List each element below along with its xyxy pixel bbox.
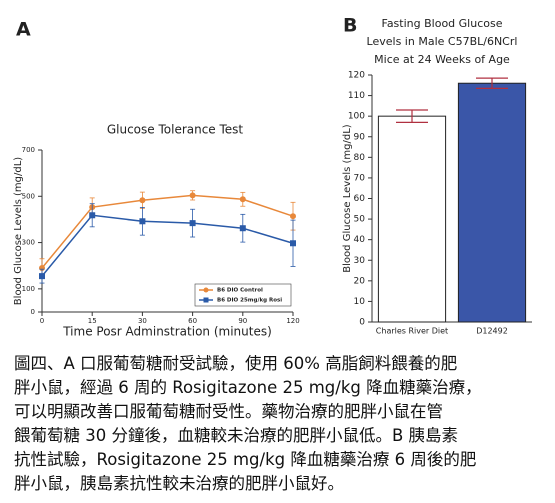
data-point: [139, 197, 146, 204]
bar: [377, 115, 447, 323]
y-tick-label: 20: [354, 276, 366, 286]
y-tick-label: 100: [22, 285, 35, 293]
legend-box: [194, 283, 292, 307]
data-point: [189, 192, 196, 199]
x-tick-label: 90: [238, 317, 247, 325]
y-tick-label: 100: [348, 112, 365, 122]
series-line: [41, 194, 294, 269]
y-tick-label: 110: [348, 91, 365, 101]
legend-marker: [203, 287, 209, 293]
x-tick-label: 120: [286, 317, 299, 325]
x-tick-label: 30: [138, 317, 147, 325]
caption-line: 胖小鼠，經過 6 周的 Rosigitazone 25 mg/kg 降血糖藥治療…: [14, 378, 482, 397]
legend-label: B6 DIO Control: [217, 288, 263, 294]
caption-line: 可以明顯改善口服葡萄糖耐受性。藥物治療的肥胖小鼠在管: [14, 402, 443, 421]
chart-title: Fasting Blood Glucose: [382, 17, 503, 30]
y-tick-label: 0: [31, 308, 35, 316]
legend-marker: [203, 297, 209, 303]
y-axis-label: Blood Glucose Levels (mg/dL): [342, 124, 353, 272]
y-tick-label: 70: [354, 173, 366, 183]
caption-line: 抗性試驗，Rosigitazone 25 mg/kg 降血糖藥治療 6 周後的肥: [14, 450, 477, 469]
panel-label: A: [16, 19, 31, 41]
y-tick-label: 500: [22, 192, 35, 200]
panel-label: B: [343, 15, 357, 37]
data-point: [239, 196, 246, 203]
data-point: [89, 212, 96, 219]
x-tick-label: 0: [40, 317, 44, 325]
y-tick-label: 700: [22, 146, 35, 154]
data-point: [290, 240, 296, 247]
y-tick-label: 50: [354, 215, 366, 225]
y-tick-label: 300: [22, 239, 35, 247]
chart-title: Mice at 24 Weeks of Age: [374, 53, 510, 66]
data-point: [290, 213, 296, 220]
caption-line: 餵葡萄糖 30 分鐘後，血糖較未治療的肥胖小鼠低。B 胰島素: [14, 426, 459, 445]
x-tick-label: 60: [188, 317, 197, 325]
legend-label: B6 DIO 25mg/kg Rosi: [217, 298, 282, 304]
series-line: [41, 214, 294, 277]
data-point: [39, 273, 45, 280]
x-tick-label: D12492: [476, 327, 508, 336]
y-axis-label: Blood Glucose Levels (mg/dL): [13, 157, 24, 305]
x-axis-label: Time Posr Adminstration (minutes): [62, 325, 272, 339]
caption-line: 胖小鼠，胰島素抗性較未治療的肥胖小鼠好。: [14, 474, 344, 493]
y-tick-label: 120: [348, 71, 365, 81]
y-tick-label: 90: [354, 132, 366, 142]
data-point: [139, 218, 146, 225]
y-tick-label: 30: [354, 256, 366, 266]
y-tick-label: 60: [354, 194, 366, 204]
y-tick-label: 40: [354, 235, 366, 245]
x-tick-label: 15: [88, 317, 97, 325]
figure: A Glucose Tolerance Test Blood Glucose Lev…: [13, 15, 532, 339]
x-tick-label: Charles River Diet: [376, 327, 448, 336]
data-point: [239, 225, 246, 232]
y-tick-label: 80: [354, 153, 366, 163]
caption-line: 圖四、A 口服葡萄糖耐受試驗，使用 60% 高脂飼料餵養的肥: [14, 354, 458, 373]
bar: [457, 82, 527, 323]
chart-title: Glucose Tolerance Test: [107, 123, 244, 137]
caption: 圖四、A 口服葡萄糖耐受試驗，使用 60% 高脂飼料餵養的肥胖小鼠，經過 6 周…: [14, 352, 549, 496]
y-tick-label: 10: [354, 297, 366, 307]
chart-title: Levels in Male C57BL/6NCrl: [367, 35, 518, 48]
y-tick-label: 0: [359, 318, 365, 328]
data-point: [189, 220, 196, 227]
